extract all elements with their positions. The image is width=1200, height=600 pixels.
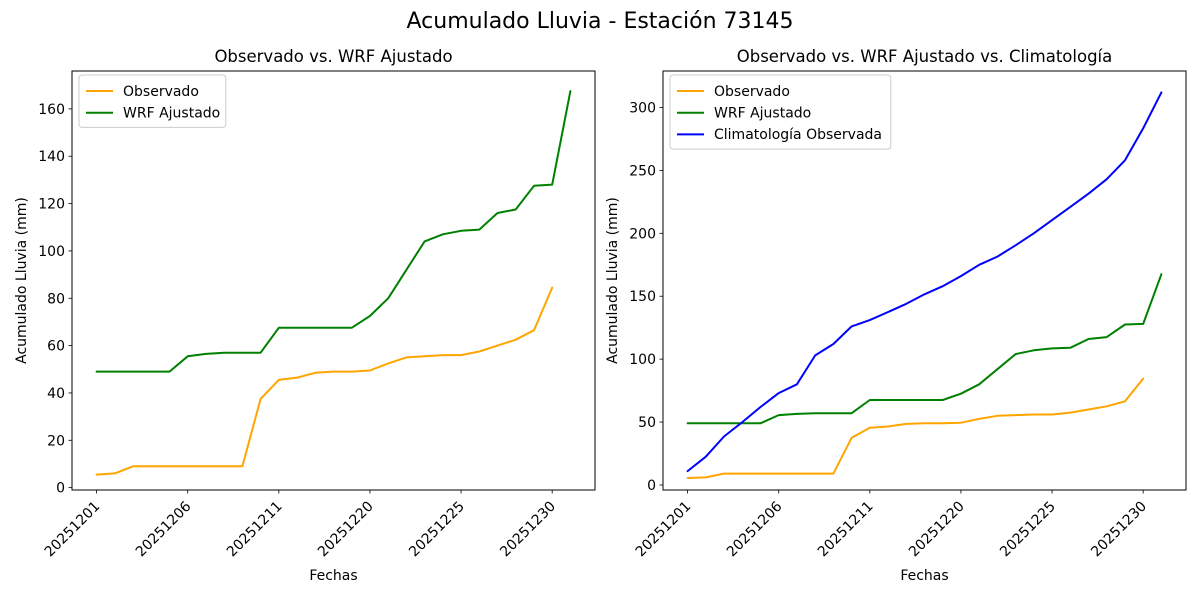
x-tick-label: 20251211 [815, 499, 877, 561]
series-line-wrf-ajustado [686, 273, 1163, 425]
y-tick-label: 300 [629, 100, 656, 116]
legend-label-wrf-ajustado: WRF Ajustado [714, 106, 811, 122]
x-axis-label: Fechas [309, 568, 357, 584]
legend-label-wrf-ajustado: WRF Ajustado [123, 106, 220, 122]
legend-box [78, 74, 227, 128]
y-tick-label: 150 [629, 289, 656, 305]
y-tick-label: 140 [38, 149, 65, 165]
legend-label-observado: Observado [714, 84, 790, 100]
legend-box [669, 74, 892, 150]
y-tick-label: 250 [629, 163, 656, 179]
legend-label-climatolog-a-observada: Climatología Observada [714, 127, 882, 143]
x-axis-label: Fechas [900, 568, 948, 584]
x-tick-label: 20251220 [906, 499, 968, 561]
x-tick-label: 20251225 [406, 499, 468, 561]
y-tick-label: 100 [629, 352, 656, 368]
x-tick-label: 20251201 [42, 499, 104, 561]
subplot-left: 0 20 40 60 80 100 120 140 160 20251201 20251206 202… [14, 47, 596, 584]
y-tick-label: 80 [47, 291, 65, 307]
subplot-title: Observado vs. WRF Ajustado vs. Climatolo… [737, 47, 1113, 66]
y-tick-label: 20 [47, 433, 65, 449]
y-tick-label: 0 [56, 481, 65, 497]
figure-title: Acumulado Lluvia - Estación 73145 [406, 9, 794, 34]
y-axis-label: Acumulado Lluvia (mm) [14, 197, 30, 364]
y-tick-label: 50 [638, 415, 656, 431]
series-line-climatolog-a-observada [686, 91, 1163, 473]
y-tick-label: 160 [38, 102, 65, 118]
series-line-wrf-ajustado [95, 90, 572, 373]
x-tick-label: 20251206 [133, 498, 195, 560]
x-tick-label: 20251206 [724, 498, 786, 560]
y-tick-label: 40 [47, 386, 65, 402]
x-tick-label: 20251225 [997, 499, 1059, 561]
x-tick-label: 20251211 [224, 499, 286, 561]
series-line-observado [686, 377, 1145, 479]
legend: Observado WRF Ajustado [78, 74, 227, 128]
y-tick-label: 0 [647, 478, 656, 494]
legend: Observado WRF Ajustado Climatología Observ… [669, 74, 892, 150]
x-tick-label: 20251220 [315, 499, 377, 561]
series-line-observado [95, 286, 554, 476]
y-tick-label: 200 [629, 226, 656, 242]
y-tick-label: 60 [47, 339, 65, 355]
x-tick-label: 20251201 [633, 499, 695, 561]
axes-frame [71, 70, 596, 491]
x-tick-label: 20251230 [497, 499, 559, 561]
y-axis-label: Acumulado Lluvia (mm) [605, 197, 621, 364]
y-tick-label: 120 [38, 197, 65, 213]
x-tick-label: 20251230 [1088, 499, 1150, 561]
y-tick-label: 100 [38, 244, 65, 260]
subplot-right: 0 50 100 150 200 250 300 20251201 20251206 202512… [605, 47, 1187, 584]
subplot-title: Observado vs. WRF Ajustado [214, 47, 452, 66]
legend-label-observado: Observado [123, 84, 199, 100]
